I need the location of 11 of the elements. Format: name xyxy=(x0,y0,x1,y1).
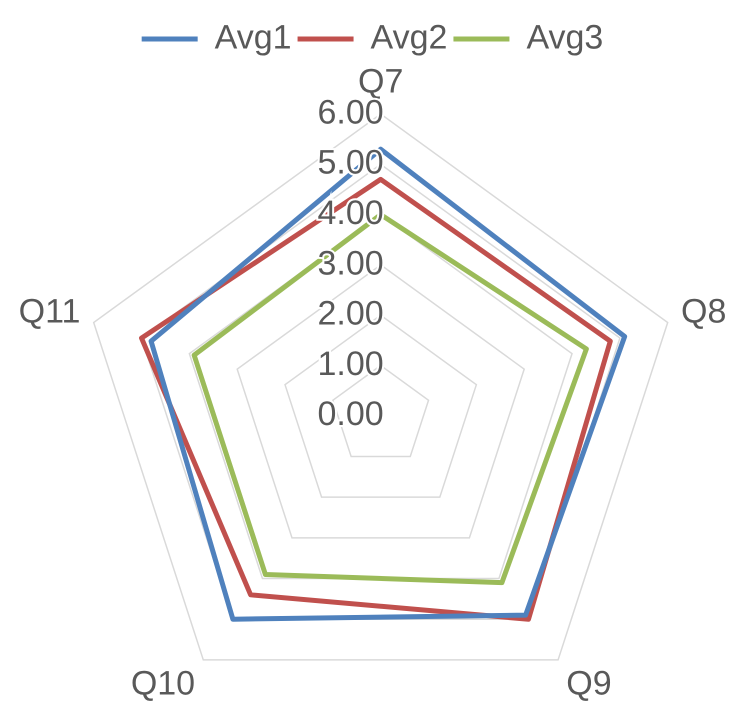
spoke-label: Q10 xyxy=(130,664,196,702)
y-tick-label: 3.00 xyxy=(318,244,384,282)
y-tick-label: 1.00 xyxy=(318,344,384,383)
spoke-label: Q11 xyxy=(18,292,80,330)
y-tick-label: 0.00 xyxy=(318,395,384,434)
y-tick-label: 2.00 xyxy=(318,294,384,333)
spoke-label: Q9 xyxy=(566,664,612,702)
legend-label: Avg2 xyxy=(370,18,448,56)
legend-label: Avg3 xyxy=(526,18,604,56)
spoke-label: Q8 xyxy=(681,292,726,330)
legend-label: Avg1 xyxy=(214,18,292,56)
